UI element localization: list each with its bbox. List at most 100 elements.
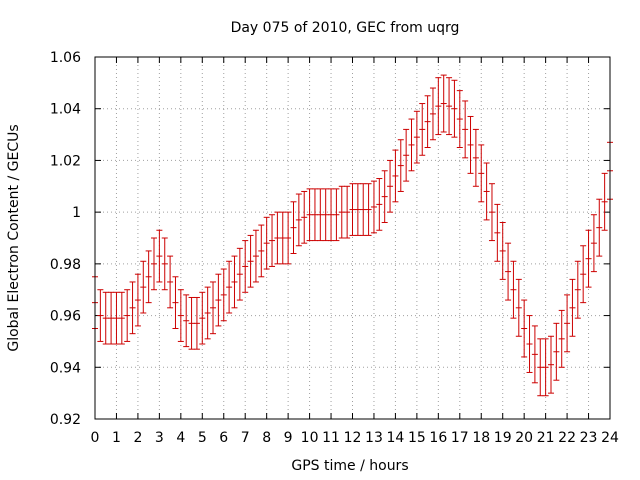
x-tick-label: 1 xyxy=(112,430,121,446)
error-bar-point xyxy=(263,216,270,270)
error-bar-point xyxy=(564,294,571,353)
error-bar-point xyxy=(285,211,292,265)
x-tick-label: 16 xyxy=(429,430,447,446)
x-tick-label: 18 xyxy=(472,430,490,446)
error-bar-point xyxy=(569,278,576,337)
chart-title: Day 075 of 2010, GEC from uqrg xyxy=(231,20,460,36)
error-bar-point xyxy=(134,273,141,327)
x-tick-label: 24 xyxy=(601,430,619,446)
error-bar-point xyxy=(183,294,190,348)
error-bar-point xyxy=(451,79,458,138)
x-tick-label: 19 xyxy=(494,430,512,446)
y-tick-label: 0.92 xyxy=(50,412,81,428)
error-bar-point xyxy=(258,224,265,278)
error-bar-point xyxy=(467,115,474,174)
error-bar-point xyxy=(161,237,168,291)
error-bar-point xyxy=(478,144,485,203)
error-bar-point xyxy=(311,188,318,242)
plot-frame xyxy=(94,56,611,420)
x-tick-label: 0 xyxy=(91,430,100,446)
error-bar-point xyxy=(124,289,131,342)
error-bars xyxy=(92,74,613,397)
y-tick-label: 0.94 xyxy=(50,360,81,376)
x-tick-label: 13 xyxy=(365,430,383,446)
error-bar-point xyxy=(204,286,211,340)
error-bar-point xyxy=(295,193,302,247)
error-bar-point xyxy=(151,237,158,291)
error-bar-point xyxy=(403,128,410,182)
error-bar-point xyxy=(510,260,517,319)
error-bar-point xyxy=(333,188,340,242)
error-bar-point xyxy=(387,159,394,213)
error-bar-point xyxy=(360,183,367,236)
error-bar-point xyxy=(381,170,388,223)
error-bar-point xyxy=(172,276,179,329)
error-bar-point xyxy=(435,77,442,136)
error-bar-point xyxy=(338,185,345,239)
x-tick-label: 3 xyxy=(155,430,164,446)
error-bar-point xyxy=(429,87,436,141)
error-bar-point xyxy=(215,273,222,327)
error-bar-point xyxy=(440,74,447,133)
error-bar-point xyxy=(274,211,281,265)
error-bar-point xyxy=(140,260,147,314)
error-bar-point xyxy=(199,291,206,345)
x-tick-label: 12 xyxy=(344,430,362,446)
error-bar-point xyxy=(252,229,259,283)
error-bar-point xyxy=(521,299,528,358)
error-bar-point xyxy=(220,268,227,322)
error-bar-point xyxy=(537,338,544,397)
x-tick-label: 9 xyxy=(284,430,293,446)
error-bar-point xyxy=(236,247,243,301)
error-bar-point xyxy=(290,201,297,255)
error-bar-point xyxy=(301,190,308,244)
error-bar-point xyxy=(231,255,238,309)
error-bar-point xyxy=(247,234,254,288)
y-tick-label: 1.04 xyxy=(50,102,81,118)
error-bar-point xyxy=(113,291,120,345)
error-bar-point xyxy=(580,245,587,304)
x-tick-label: 11 xyxy=(322,430,340,446)
y-tick-label: 1.06 xyxy=(50,50,81,66)
error-bar-point xyxy=(177,289,184,342)
error-bar-point xyxy=(408,118,415,172)
error-bar-point xyxy=(129,281,136,335)
x-tick-label: 17 xyxy=(451,430,469,446)
x-tick-label: 6 xyxy=(219,430,228,446)
x-tick-label: 10 xyxy=(301,430,319,446)
x-tick-label: 14 xyxy=(387,430,405,446)
x-tick-label: 21 xyxy=(537,430,555,446)
x-tick-label: 7 xyxy=(241,430,250,446)
error-bar-point xyxy=(590,214,597,273)
error-bar-point xyxy=(349,183,356,236)
error-bar-point xyxy=(413,110,420,164)
error-bar-point xyxy=(462,100,469,159)
error-bar-point xyxy=(526,315,533,373)
error-bar-point xyxy=(558,309,565,368)
tick-labels: 0 1 2 3 4 5 6 7 8 9 10 11 12 13 14 15 16 17 18 19 20 21 22 23 24… xyxy=(50,50,619,446)
x-tick-label: 5 xyxy=(198,430,207,446)
error-bar-point xyxy=(167,255,174,309)
error-bar-point xyxy=(574,260,581,319)
y-axis-label: Global Electron Content / GECUs xyxy=(6,124,22,351)
error-bar-point xyxy=(456,90,463,148)
error-bar-point xyxy=(488,183,495,242)
axis-ticks xyxy=(94,56,611,420)
error-bar-point xyxy=(279,211,286,265)
y-tick-label: 1.02 xyxy=(50,153,81,169)
error-bar-point xyxy=(322,188,329,242)
error-bar-point xyxy=(424,95,431,148)
error-bar-point xyxy=(118,291,125,345)
error-bar-point xyxy=(344,185,351,239)
error-bar-point xyxy=(242,240,249,293)
error-bar-point xyxy=(156,229,163,283)
y-tick-label: 0.98 xyxy=(50,257,81,273)
error-bar-point xyxy=(193,296,200,350)
error-bar-point xyxy=(97,289,104,342)
error-bar-point xyxy=(328,188,335,242)
error-bar-point xyxy=(317,188,324,242)
error-bar-point xyxy=(531,325,538,384)
error-bar-point xyxy=(397,139,404,192)
error-bar-point xyxy=(585,229,592,288)
